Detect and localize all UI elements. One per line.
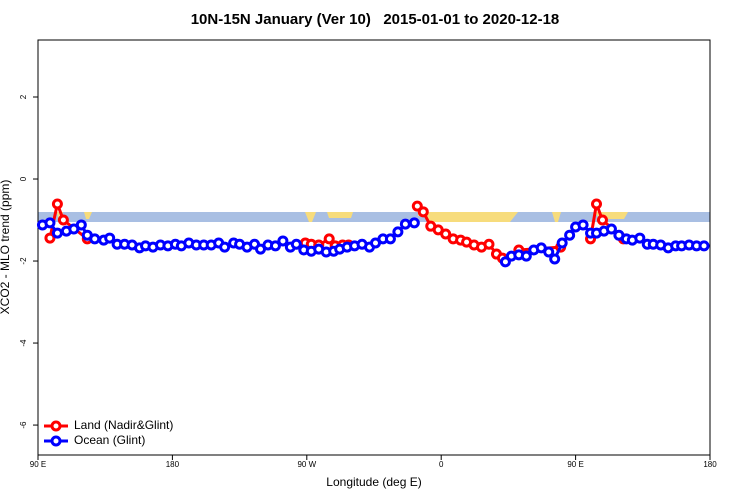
data-point	[556, 237, 568, 249]
plot-frame	[37, 39, 711, 456]
x-tick-label: 180	[166, 460, 180, 469]
x-tick-label: 90 W	[297, 460, 316, 469]
y-tick-label: -4	[19, 339, 28, 347]
data-point	[698, 240, 710, 252]
legend-label: Ocean (Glint)	[74, 433, 145, 447]
data-point	[483, 238, 495, 250]
land-mask	[57, 212, 628, 222]
x-tick-label: 90 E	[30, 460, 46, 469]
data-point	[323, 233, 335, 245]
x-tick-label: 90 E	[567, 460, 583, 469]
data-point	[549, 253, 561, 265]
y-tick-label: -6	[19, 421, 28, 429]
data-point	[605, 223, 617, 235]
data-point	[520, 250, 532, 262]
data-point	[543, 246, 555, 258]
data-point	[399, 218, 411, 230]
y-tick-label: 0	[19, 176, 28, 181]
x-axis-label: Longitude (deg E)	[326, 475, 421, 489]
y-tick-label: -2	[19, 257, 28, 265]
data-point	[269, 240, 281, 252]
legend-marker	[50, 435, 62, 447]
chart-title: 10N-15N January (Ver 10) 2015-01-01 to 2…	[191, 11, 560, 28]
data-point	[104, 232, 116, 244]
data-point	[89, 233, 101, 245]
data-point	[440, 228, 452, 240]
data-point	[57, 214, 69, 226]
data-point	[277, 235, 289, 247]
data-point	[577, 219, 589, 231]
data-point	[51, 198, 63, 210]
data-point	[75, 219, 87, 231]
data-point	[290, 238, 302, 250]
map-strip	[38, 212, 710, 222]
data-point	[51, 227, 63, 239]
data-point	[591, 198, 603, 210]
legend-marker	[50, 420, 62, 432]
data-point	[384, 233, 396, 245]
legend-label: Land (Nadir&Glint)	[74, 418, 173, 432]
data-point	[596, 214, 608, 226]
y-tick-label: 2	[19, 94, 28, 99]
data-point	[408, 217, 420, 229]
data-point	[634, 232, 646, 244]
y-axis-label: XCO2 - MLO trend (ppm)	[0, 180, 12, 315]
data-point	[564, 229, 576, 241]
x-tick-label: 180	[703, 460, 717, 469]
data-point	[44, 217, 56, 229]
x-tick-label: 0	[439, 460, 444, 469]
data-point	[417, 206, 429, 218]
data-point	[44, 232, 56, 244]
data-point	[392, 226, 404, 238]
data-point	[219, 241, 231, 253]
